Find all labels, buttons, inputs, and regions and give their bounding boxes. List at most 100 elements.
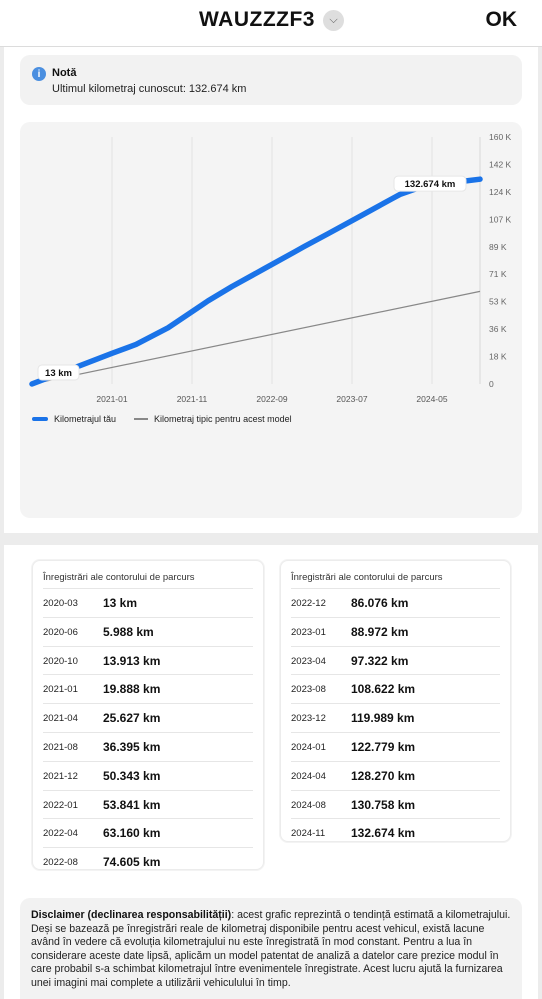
disclaimer-box: Disclaimer (declinarea responsabilității… [20, 898, 522, 999]
record-km: 119.989 km [351, 711, 415, 726]
record-date: 2021-01 [43, 684, 78, 696]
record-km: 97.322 km [351, 653, 409, 668]
record-km: 88.972 km [351, 624, 409, 639]
x-tick-label: 2023-07 [336, 394, 367, 404]
records-card-right: Înregistrări ale contorului de parcurs 2… [280, 560, 511, 842]
record-row: 2023-04 97.322 km [291, 645, 500, 675]
record-date: 2023-01 [291, 626, 326, 638]
data-point [390, 197, 394, 201]
data-point [86, 361, 90, 365]
y-tick-label: 18 K [489, 352, 507, 362]
data-point [302, 245, 306, 249]
record-km: 19.888 km [103, 682, 161, 697]
record-row: 2022-04 63.160 km [43, 818, 253, 847]
record-km: 63.160 km [103, 826, 161, 841]
record-row: 2024-11 132.674 km [291, 818, 500, 847]
x-tick-label: 2024-05 [416, 394, 447, 404]
annotation-label: 132.674 km [405, 179, 456, 190]
data-point [206, 299, 210, 303]
record-row: 2020-06 5.988 km [43, 616, 253, 646]
record-row: 2023-01 88.972 km [291, 616, 500, 646]
data-point [478, 177, 482, 181]
record-date: 2021-08 [43, 741, 78, 753]
chart-svg: 2021-01 2021-11 2022-09 2023-07 2024-05 0 18 K… [29, 132, 512, 404]
x-tick-label: 2021-11 [177, 394, 208, 404]
y-tick-label: 36 K [489, 324, 507, 334]
record-date: 2022-04 [43, 828, 78, 840]
chevron-down-icon[interactable]: ⌵ [322, 9, 344, 31]
record-row: 2022-12 86.076 km [291, 588, 500, 617]
record-row: 2021-04 25.627 km [43, 703, 253, 732]
data-point [358, 214, 362, 218]
record-date: 2023-08 [291, 684, 326, 696]
data-point [198, 304, 202, 308]
record-km: 5.988 km [103, 624, 154, 639]
record-date: 2020-06 [43, 626, 78, 638]
record-date: 2022-12 [291, 598, 326, 609]
record-km: 130.758 km [351, 797, 416, 812]
data-point [398, 192, 402, 196]
record-date: 2023-12 [291, 713, 326, 725]
y-tick-label: 0 [489, 379, 494, 389]
y-tick-label: 89 K [489, 242, 507, 252]
data-point [230, 284, 234, 288]
record-date: 2023-04 [291, 655, 326, 667]
data-point [294, 249, 298, 253]
record-row: 2021-01 19.888 km [43, 674, 253, 703]
record-date: 2024-08 [291, 799, 326, 811]
chart-legend: Kilometrajul tău Kilometraj tipic pentru… [32, 414, 292, 424]
legend-swatch-yours [32, 417, 48, 421]
record-row: 2021-12 50.343 km [43, 760, 253, 790]
y-tick-label: 160 K [489, 132, 512, 142]
info-icon: i [32, 67, 46, 81]
record-km: 50.343 km [103, 768, 161, 783]
record-date: 2022-01 [43, 799, 78, 811]
record-km: 36.395 km [103, 739, 161, 754]
data-point [134, 342, 138, 346]
record-km: 132.674 km [351, 826, 416, 841]
y-tick-label: 124 K [489, 187, 512, 197]
data-point [326, 232, 330, 236]
y-tick-label: 53 K [489, 297, 507, 307]
annotation-box [37, 364, 80, 381]
records-card-left: Înregistrări ale contorului de parcurs 2… [32, 560, 264, 870]
record-date: 2020-10 [43, 655, 78, 667]
record-km: 122.779 km [351, 739, 416, 754]
series-line-yours [29, 176, 483, 387]
top-bar: WAUZZZF3 ⌵ OK [0, 0, 542, 47]
record-row: 2020-10 13.913 km [43, 645, 253, 675]
y-tick-label: 107 K [489, 214, 512, 224]
record-row: 2023-08 108.622 km [291, 674, 500, 703]
record-date: 2022-08 [43, 857, 78, 869]
record-date: 2024-11 [291, 828, 326, 840]
vin-selector[interactable]: WAUZZZF3 ⌵ [199, 8, 344, 32]
series-line-typical [31, 290, 481, 385]
annotation-label: 13 km [45, 368, 72, 379]
legend-label-yours: Kilometrajul tău [54, 414, 117, 424]
legend-swatch-typical [134, 418, 149, 420]
record-row: 2022-08 74.605 km [43, 847, 253, 876]
record-km: 13.913 km [103, 653, 161, 668]
records-list: 2020-03 13 km 2020-06 5.988 km 2020-10 13.913… [43, 588, 253, 876]
legend-label-typical: Kilometraj tipic pentru acest model [154, 414, 292, 424]
records-list: 2022-12 86.076 km 2023-01 88.972 km 2023-04 9… [291, 588, 500, 847]
record-km: 25.627 km [103, 711, 161, 726]
vehicle-title: WAUZZZF3 [199, 8, 315, 31]
record-km: 108.622 km [351, 682, 416, 697]
record-row: 2023-12 119.989 km [291, 703, 500, 732]
ok-button[interactable]: OK [485, 8, 518, 31]
record-km: 86.076 km [351, 596, 409, 610]
note-text: Ultimul kilometraj cunoscut: 132.674 km [52, 83, 247, 95]
x-tick-label: 2021-01 [96, 394, 127, 404]
annotation-box [393, 175, 467, 192]
record-date: 2020-03 [43, 598, 78, 609]
record-km: 74.605 km [103, 855, 161, 870]
record-row: 2022-01 53.841 km [43, 789, 253, 819]
y-tick-label: 71 K [489, 269, 507, 279]
record-km: 53.841 km [103, 797, 161, 812]
disclaimer-body: : acest grafic reprezintă o tendință est… [31, 909, 511, 989]
record-row: 2024-08 130.758 km [291, 789, 500, 819]
record-date: 2024-04 [291, 770, 326, 782]
record-row: 2021-08 36.395 km [43, 731, 253, 761]
mileage-chart: 2021-01 2021-11 2022-09 2023-07 2024-05 0 18 K… [20, 122, 522, 518]
